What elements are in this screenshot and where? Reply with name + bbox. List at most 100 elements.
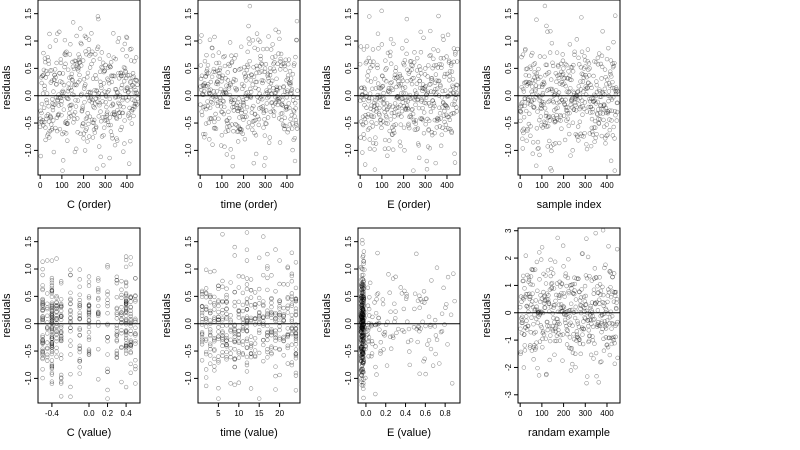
data-point xyxy=(277,324,282,329)
data-point xyxy=(222,104,227,110)
data-point xyxy=(361,310,366,315)
data-point xyxy=(77,277,82,282)
data-point xyxy=(448,87,453,93)
data-point xyxy=(435,65,441,70)
data-point xyxy=(269,344,274,349)
data-point xyxy=(132,104,138,110)
data-point xyxy=(545,327,550,333)
data-point xyxy=(545,319,550,325)
data-point xyxy=(400,328,405,333)
data-point xyxy=(417,371,422,376)
data-point xyxy=(440,105,445,110)
data-point xyxy=(358,314,364,319)
data-point xyxy=(128,299,133,304)
data-point xyxy=(370,47,376,52)
data-point xyxy=(105,352,110,357)
data-point xyxy=(213,126,219,131)
data-point xyxy=(111,109,117,115)
data-point xyxy=(54,82,59,87)
data-point xyxy=(210,53,216,58)
data-point xyxy=(522,103,527,109)
data-point xyxy=(371,114,377,119)
data-point xyxy=(580,112,585,117)
data-point xyxy=(569,346,574,351)
data-point xyxy=(69,102,74,107)
data-point xyxy=(271,61,276,66)
data-point xyxy=(224,118,229,123)
data-point xyxy=(360,306,366,311)
data-point xyxy=(49,324,55,329)
data-point xyxy=(433,160,438,166)
data-point xyxy=(546,114,551,120)
data-point xyxy=(445,274,451,280)
data-point xyxy=(410,63,415,68)
data-point xyxy=(365,114,370,120)
data-point xyxy=(366,306,372,312)
data-point xyxy=(537,250,542,255)
data-point xyxy=(383,322,389,327)
data-point xyxy=(361,341,366,347)
data-point xyxy=(126,89,131,94)
data-point xyxy=(358,314,364,319)
data-point xyxy=(40,267,45,272)
data-point xyxy=(54,304,59,309)
data-point xyxy=(54,293,59,299)
data-point xyxy=(132,98,137,103)
data-point xyxy=(119,73,124,78)
data-point xyxy=(52,72,57,78)
data-point xyxy=(360,312,365,317)
data-point xyxy=(573,108,579,113)
data-point xyxy=(54,329,59,334)
data-point xyxy=(65,121,70,126)
data-point xyxy=(613,334,618,340)
data-point xyxy=(545,29,550,34)
data-point xyxy=(203,367,209,372)
data-point xyxy=(90,97,95,103)
data-point xyxy=(575,334,580,340)
x-tick-label: 100 xyxy=(215,181,229,190)
data-point xyxy=(390,147,396,152)
data-point xyxy=(86,337,92,342)
data-point xyxy=(208,310,213,316)
data-point xyxy=(358,359,364,364)
data-point xyxy=(277,36,282,42)
data-point xyxy=(614,321,619,327)
data-point xyxy=(257,311,262,316)
data-point xyxy=(428,322,433,328)
data-point xyxy=(402,58,408,63)
data-point xyxy=(258,96,263,101)
data-point xyxy=(228,346,233,351)
data-point xyxy=(105,89,110,95)
data-point xyxy=(591,125,597,130)
data-point xyxy=(527,294,532,300)
data-point xyxy=(119,295,124,300)
data-point xyxy=(536,76,541,82)
data-point xyxy=(115,94,121,100)
data-point xyxy=(231,129,236,134)
scatter-panel-7: 0.0 0.2 0.4 0.6 0.8-1.0-0.50.00.51.01.5E (va… xyxy=(321,227,461,439)
data-point xyxy=(293,330,299,336)
data-point xyxy=(373,310,379,316)
scatter-panel-5: -0.4 0.0 0.2 0.4-1.0-0.50.00.51.01.5C (valu… xyxy=(1,227,141,439)
data-point xyxy=(123,348,129,353)
data-point xyxy=(361,301,366,306)
data-point xyxy=(437,111,443,116)
data-point xyxy=(289,303,295,308)
data-point xyxy=(579,15,584,20)
data-point xyxy=(359,354,364,359)
data-point xyxy=(399,114,404,119)
data-point xyxy=(85,75,90,80)
data-point xyxy=(54,316,59,321)
data-point xyxy=(544,23,549,29)
data-point xyxy=(384,107,390,113)
data-point xyxy=(384,66,389,71)
data-point xyxy=(269,329,274,335)
data-point xyxy=(289,319,295,324)
data-point xyxy=(220,232,225,237)
data-point xyxy=(241,117,246,122)
data-point xyxy=(409,107,414,113)
data-point xyxy=(526,80,531,85)
data-point xyxy=(49,126,55,131)
data-point xyxy=(359,373,364,378)
data-point xyxy=(362,315,367,321)
